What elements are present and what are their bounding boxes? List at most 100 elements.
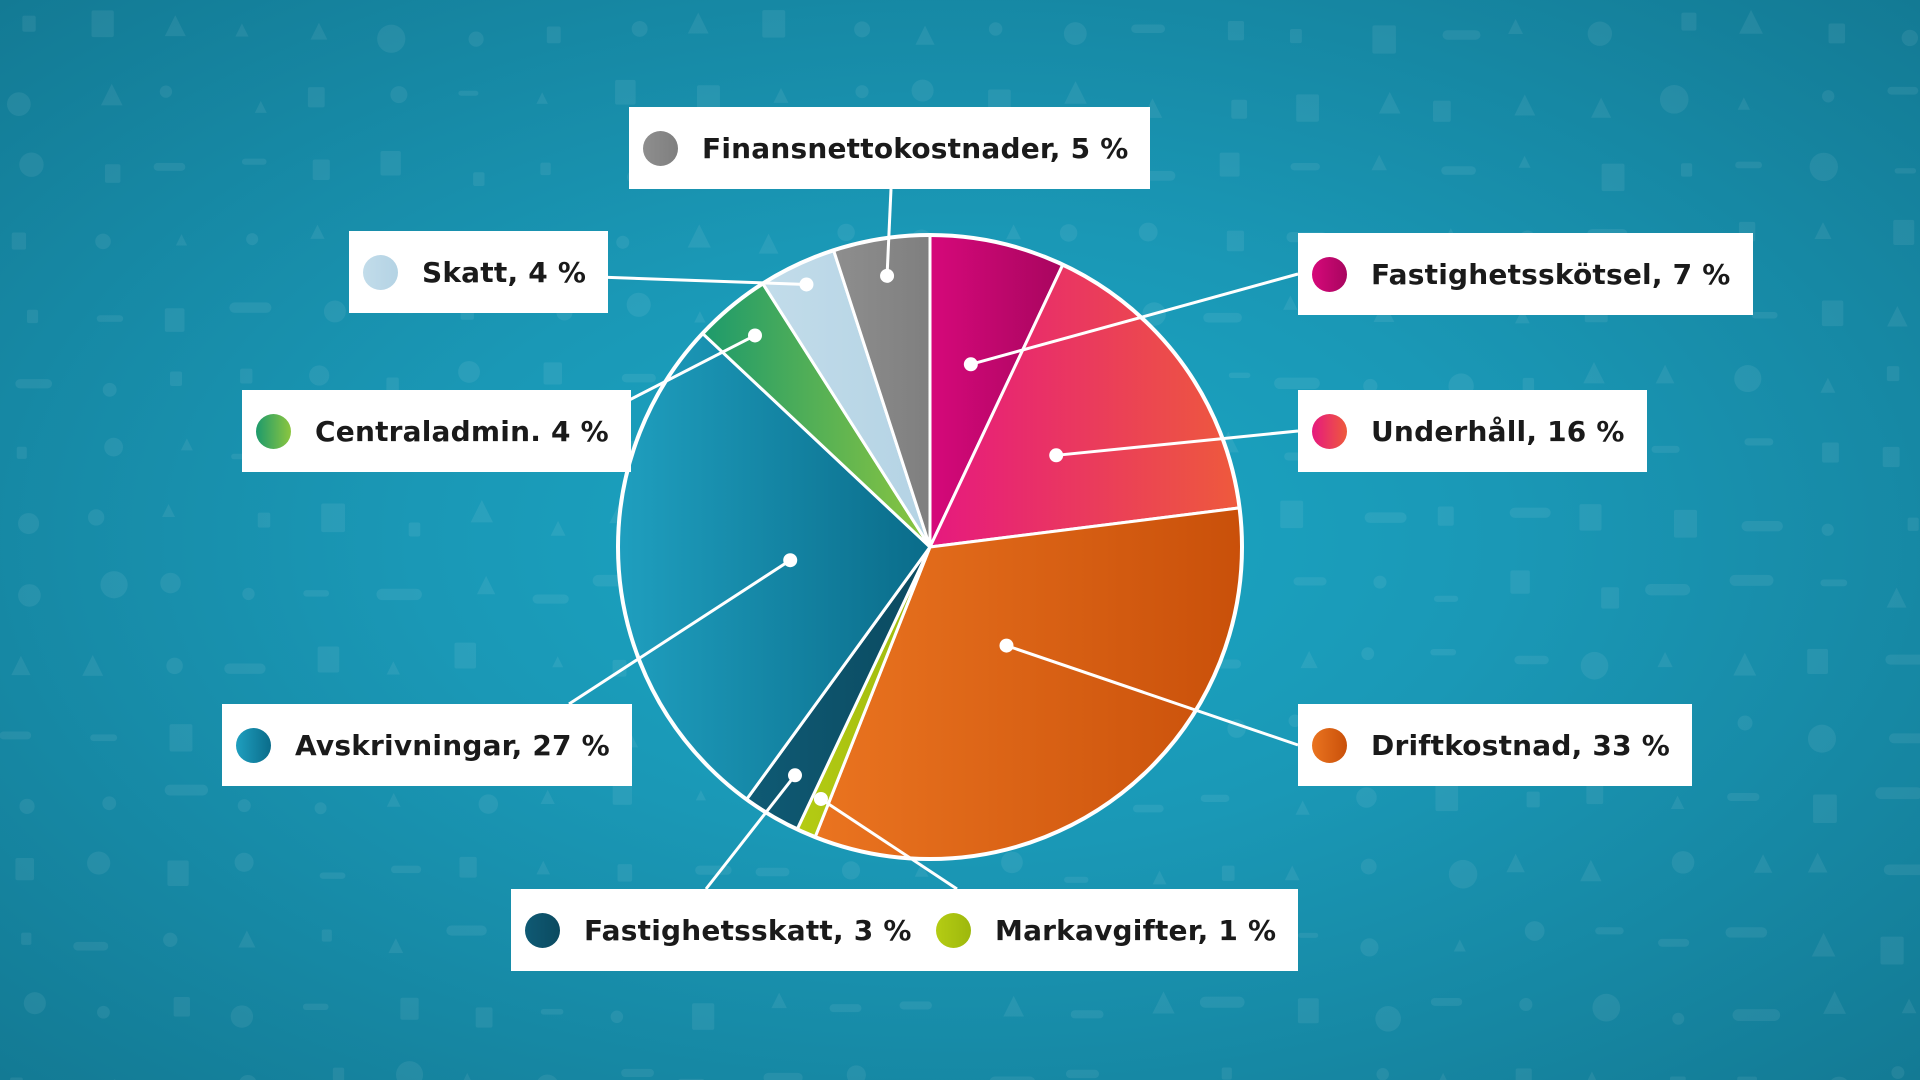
background-decoration-shape <box>1670 1076 1686 1080</box>
leader-line <box>1006 644 1299 747</box>
background-decoration-shape <box>242 587 255 601</box>
background-decoration-shape <box>1813 794 1837 824</box>
background-decoration-shape <box>1820 377 1836 393</box>
legend-label-markavgifter: Markavgifter, 1 % <box>922 889 1299 971</box>
background-decoration-shape <box>230 1005 254 1028</box>
legend-text: Finansnettokostnader, 5 % <box>702 131 1129 165</box>
background-decoration-shape <box>1744 438 1774 446</box>
background-decoration-shape <box>1586 783 1604 805</box>
background-decoration-shape <box>536 860 551 875</box>
leader-line <box>970 272 1299 366</box>
background-decoration-shape <box>1064 876 1089 883</box>
background-decoration-shape <box>96 315 124 322</box>
background-decoration-shape <box>1645 584 1691 596</box>
background-decoration-shape <box>104 437 124 457</box>
background-decoration-shape <box>1741 520 1783 532</box>
background-decoration-shape <box>763 1072 803 1080</box>
background-decoration-shape <box>1219 152 1240 177</box>
leader-dot <box>783 553 798 568</box>
background-decoration-shape <box>309 365 330 386</box>
background-decoration-shape <box>911 79 934 102</box>
background-decoration-shape <box>1821 300 1844 327</box>
background-decoration-shape <box>319 872 346 879</box>
background-decoration-shape <box>1433 595 1459 602</box>
background-decoration-shape <box>386 793 401 807</box>
background-decoration-shape <box>615 79 636 105</box>
background-decoration-shape <box>1231 99 1248 119</box>
background-decoration-shape <box>1595 927 1624 935</box>
background-decoration-shape <box>1283 295 1298 310</box>
background-decoration-shape <box>234 852 254 872</box>
background-decoration-shape <box>1373 575 1387 589</box>
background-decoration-shape <box>552 656 564 668</box>
background-decoration-shape <box>18 512 40 535</box>
background-decoration-shape <box>22 15 36 32</box>
legend-swatch <box>643 130 678 166</box>
background-decoration-shape <box>459 856 477 878</box>
legend-label-skatt: Skatt, 4 % <box>349 231 609 313</box>
leader-dot <box>799 277 814 292</box>
background-decoration-shape <box>102 382 117 397</box>
background-decoration-shape <box>1807 724 1836 753</box>
background-decoration-shape <box>164 15 186 37</box>
background-decoration-shape <box>837 223 855 242</box>
leader-line <box>704 774 797 890</box>
background-decoration-shape <box>11 655 31 676</box>
background-decoration-shape <box>1737 715 1753 731</box>
background-decoration-shape <box>1670 795 1685 810</box>
background-decoration-shape <box>1828 23 1846 44</box>
background-decoration-shape <box>1883 864 1920 876</box>
leader-line <box>1056 429 1299 457</box>
leader-lines <box>568 188 1299 891</box>
background-decoration-shape <box>546 26 561 44</box>
background-decoration-shape <box>532 594 569 604</box>
background-decoration-shape <box>1433 100 1451 122</box>
background-decoration-shape <box>1221 865 1235 881</box>
background-decoration-shape <box>159 85 173 98</box>
background-decoration-shape <box>1435 783 1459 812</box>
background-decoration-shape <box>26 309 39 324</box>
background-decoration-shape <box>612 781 633 805</box>
background-decoration-shape <box>254 100 267 113</box>
legend-label-underhall: Underhåll, 16 % <box>1298 390 1647 472</box>
background-decoration-shape <box>1200 794 1230 802</box>
background-decoration-shape <box>1751 311 1778 319</box>
background-decoration-shape <box>1823 991 1847 1014</box>
background-decoration-shape <box>169 724 193 752</box>
background-decoration-shape <box>1063 22 1087 46</box>
background-decoration-shape <box>1753 854 1773 873</box>
background-decoration-shape <box>773 87 789 103</box>
background-decoration-shape <box>400 997 419 1020</box>
background-decoration-shape <box>1580 651 1609 680</box>
leader-dot <box>788 768 803 783</box>
background-decoration-shape <box>224 663 266 674</box>
background-decoration-shape <box>1288 714 1302 728</box>
background-decoration-shape <box>1658 938 1690 947</box>
background-decoration-shape <box>1657 652 1673 668</box>
background-decoration-shape <box>540 162 551 176</box>
background-decoration-shape <box>755 867 790 877</box>
background-decoration-shape <box>1508 18 1524 34</box>
background-decoration-shape <box>1360 858 1377 875</box>
background-decoration-shape <box>1376 1067 1389 1080</box>
background-decoration-shape <box>543 362 562 385</box>
background-decoration-shape <box>163 932 178 948</box>
background-decoration-shape <box>1887 305 1908 327</box>
background-decoration-shape <box>390 86 408 104</box>
background-decoration-shape <box>470 500 494 523</box>
background-decoration-shape <box>458 90 479 96</box>
leader-dot <box>813 791 828 806</box>
background-decoration-shape <box>235 23 249 37</box>
background-decoration-shape <box>468 31 484 47</box>
background-decoration-shape <box>169 371 183 387</box>
background-decoration-shape <box>1518 155 1531 168</box>
background-decoration-shape <box>1524 921 1545 941</box>
background-decoration-shape <box>377 24 406 53</box>
background-decoration-shape <box>1659 85 1689 114</box>
background-decoration-shape <box>1601 163 1625 192</box>
background-decoration-shape <box>846 1065 866 1080</box>
background-decoration-shape <box>1894 168 1917 174</box>
background-decoration-shape <box>73 941 109 951</box>
background-decoration-shape <box>1591 97 1612 118</box>
background-decoration-shape <box>303 590 330 597</box>
